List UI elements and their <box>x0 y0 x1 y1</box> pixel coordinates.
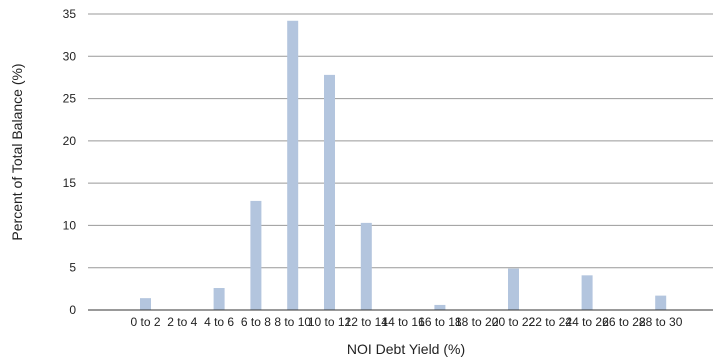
bar-28-to-30 <box>655 295 667 310</box>
x-tick-label: 6 to 8 <box>241 315 271 329</box>
x-tick-label: 12 to 14 <box>345 315 389 329</box>
x-tick-label: 0 to 2 <box>130 315 160 329</box>
bar-20-to-22 <box>508 268 519 310</box>
x-tick-label: 20 to 22 <box>492 315 536 329</box>
gridlines <box>88 13 713 269</box>
x-tick-label: 22 to 24 <box>529 315 573 329</box>
y-axis-title: Percent of Total Balance (%) <box>9 63 25 240</box>
bars <box>140 20 667 311</box>
y-tick-label: 25 <box>63 92 77 106</box>
y-axis-ticks: 0 5 10 15 20 25 30 35 <box>63 7 77 317</box>
bar-6-to-8 <box>250 200 262 310</box>
bar-12-to-14 <box>360 222 372 310</box>
bar-16-to-18 <box>434 304 446 310</box>
bar-0-to-2 <box>140 298 151 310</box>
bar-10-to-12 <box>324 74 335 311</box>
x-tick-label: 2 to 4 <box>167 315 197 329</box>
x-tick-label: 16 to 18 <box>418 315 462 329</box>
x-tick-label: 18 to 20 <box>455 315 499 329</box>
bar-8-to-10 <box>287 20 299 310</box>
x-tick-label: 14 to 16 <box>381 315 425 329</box>
y-tick-label: 30 <box>63 49 77 63</box>
x-tick-label: 10 to 12 <box>308 315 352 329</box>
x-tick-label: 26 to 28 <box>602 315 646 329</box>
x-tick-label: 24 to 26 <box>565 315 609 329</box>
y-tick-label: 10 <box>63 218 77 232</box>
x-tick-label: 28 to 30 <box>639 315 683 329</box>
y-tick-label: 35 <box>63 7 77 21</box>
y-tick-label: 15 <box>63 176 77 190</box>
x-tick-label: 4 to 6 <box>204 315 234 329</box>
bar-4-to-6 <box>213 288 225 310</box>
y-tick-label: 0 <box>69 303 76 317</box>
x-axis-title: NOI Debt Yield (%) <box>347 341 465 357</box>
y-tick-label: 20 <box>63 134 77 148</box>
bar-24-to-26 <box>581 275 593 310</box>
x-tick-label: 8 to 10 <box>274 315 311 329</box>
y-tick-label: 5 <box>69 261 76 275</box>
